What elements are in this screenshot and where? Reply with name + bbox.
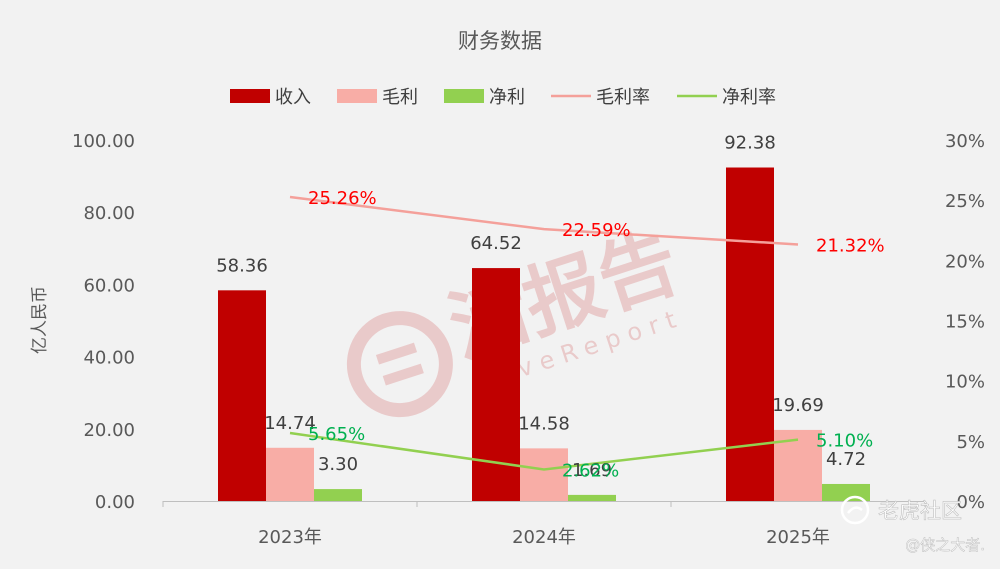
y-tick-label: 20.00 [83, 420, 135, 441]
x-tick-label: 2024年 [512, 527, 576, 548]
bar-label-净利: 3.30 [318, 454, 358, 475]
bar-收入 [218, 290, 266, 501]
bar-label-毛利: 14.74 [264, 413, 316, 434]
line-毛利率 [289, 195, 799, 246]
legend-swatch-收入 [230, 89, 270, 103]
bar-毛利 [520, 448, 568, 501]
y-axis-label: 亿人民币 [30, 286, 50, 354]
footer-author: @侠之大者. [905, 536, 985, 554]
y2-tick-label: 5% [956, 432, 985, 453]
data-labels: 58.36 64.52 92.38 14.74 14.58 19.69 3.30 1.69 4.… [216, 133, 884, 482]
x-tick-label: 2023年 [258, 527, 322, 548]
legend-label-毛利率: 毛利率 [596, 87, 650, 108]
y2-tick-label: 20% [945, 251, 985, 272]
bar-label-净利: 1.69 [572, 460, 612, 481]
tiger-logo-icon [840, 495, 870, 525]
chart-title: 财务数据 [458, 29, 542, 53]
bar-label-收入: 64.52 [470, 233, 522, 254]
bar-label-毛利: 19.69 [772, 395, 824, 416]
line-label-毛利率: 21.32% [816, 235, 885, 256]
y2-tick-label: 30% [945, 131, 985, 152]
legend-swatch-净利 [444, 89, 484, 103]
y2-tick-label: 10% [945, 372, 985, 393]
line-label-毛利率: 22.59% [562, 220, 631, 241]
footer: 老虎社区 @侠之大者. [840, 495, 985, 554]
y2-tick-label: 15% [945, 312, 985, 333]
y-tick-label: 100.00 [72, 131, 135, 152]
y2-tick-label: 25% [945, 191, 985, 212]
line-label-净利率: 2.62% [562, 460, 619, 481]
y-tick-label: 40.00 [83, 348, 135, 369]
watermark-logo-icon [346, 311, 453, 418]
bar-毛利 [266, 447, 314, 501]
legend-label-收入: 收入 [275, 87, 311, 108]
line-净利率 [289, 431, 799, 471]
bar-label-收入: 58.36 [216, 255, 268, 276]
legend-label-毛利: 毛利 [382, 87, 418, 108]
bar-净利 [314, 489, 362, 501]
bar-收入 [726, 167, 774, 502]
bar-净利 [568, 494, 616, 501]
legend-label-净利率: 净利率 [722, 87, 776, 108]
line-label-毛利率: 25.26% [308, 188, 377, 209]
line-label-净利率: 5.10% [816, 431, 873, 452]
line-label-净利率: 5.65% [308, 424, 365, 445]
axis-ticks: 0.00 20.00 40.00 60.00 80.00 100.00 0% 5% 10% 15%… [72, 131, 985, 548]
bar-label-净利: 4.72 [826, 449, 866, 470]
legend: 收入 毛利 净利 毛利率 净利率 [230, 87, 776, 108]
lines [289, 195, 799, 471]
legend-label-净利: 净利 [489, 87, 525, 108]
bar-label-毛利: 14.58 [518, 413, 570, 434]
y-tick-label: 80.00 [83, 203, 135, 224]
legend-swatch-毛利 [337, 89, 377, 103]
bar-label-收入: 92.38 [724, 133, 776, 154]
footer-brand: 老虎社区 [878, 499, 962, 523]
y-tick-label: 0.00 [95, 492, 135, 513]
y-tick-label: 60.00 [83, 275, 135, 296]
y2-tick-label: 0% [956, 492, 985, 513]
x-tick-label: 2025年 [766, 527, 830, 548]
